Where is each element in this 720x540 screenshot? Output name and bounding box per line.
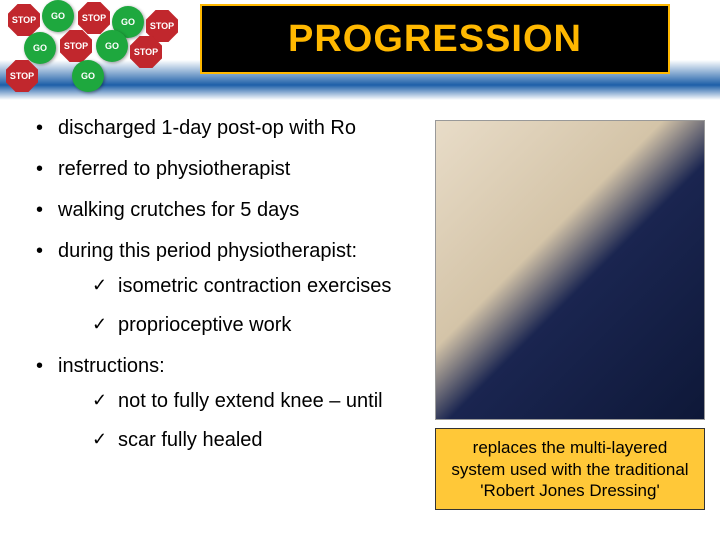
bullet-text: discharged 1-day post-op with Ro — [58, 117, 356, 139]
stop-sign-icon: STOP — [130, 36, 162, 68]
bullet-text: during this period physiotherapist: — [58, 240, 357, 262]
list-item: discharged 1-day post-op with Ro — [30, 115, 690, 142]
list-item: referred to physiotherapist — [30, 156, 690, 183]
bullet-list: discharged 1-day post-op with Ro referred… — [30, 115, 690, 454]
callout-box: replaces the multi-layered system used w… — [435, 428, 705, 510]
go-sign-icon: GO — [96, 30, 128, 62]
callout-text: replaces the multi-layered system used w… — [451, 438, 688, 500]
content-area: discharged 1-day post-op with Ro referred… — [30, 115, 690, 468]
stop-sign-icon: STOP — [60, 30, 92, 62]
bullet-text: walking crutches for 5 days — [58, 199, 299, 221]
sub-list-item: proprioceptive work — [92, 312, 690, 339]
sub-list-item: isometric contraction exercises — [92, 273, 690, 300]
go-sign-icon: GO — [24, 32, 56, 64]
sub-list: isometric contraction exercises proprioce… — [58, 273, 690, 339]
bullet-text: referred to physiotherapist — [58, 158, 290, 180]
sub-list-item: not to fully extend knee – until — [92, 388, 690, 415]
list-item: during this period physiotherapist: isome… — [30, 238, 690, 339]
stop-sign-icon: STOP — [8, 4, 40, 36]
go-sign-icon: GO — [42, 0, 74, 32]
title-box: PROGRESSION — [200, 4, 670, 74]
bullet-text: instructions: — [58, 355, 165, 377]
list-item: walking crutches for 5 days — [30, 197, 690, 224]
stop-sign-icon: STOP — [78, 2, 110, 34]
stop-sign-icon: STOP — [6, 60, 38, 92]
go-sign-icon: GO — [72, 60, 104, 92]
signs-graphic: STOPGOSTOPGOSTOPGOSTOPGOSTOPSTOPGO — [0, 0, 180, 100]
slide-header: STOPGOSTOPGOSTOPGOSTOPGOSTOPSTOPGO PROGR… — [0, 0, 720, 100]
slide-title: PROGRESSION — [288, 18, 582, 61]
